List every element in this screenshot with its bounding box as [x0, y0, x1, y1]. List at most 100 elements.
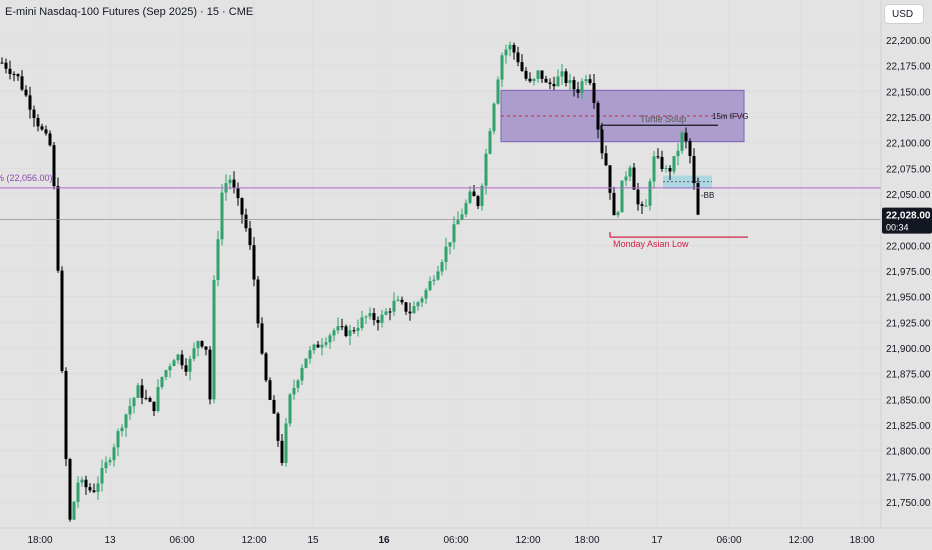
- candle-up: [432, 279, 436, 282]
- candle-down: [40, 126, 44, 130]
- y-tick-label: 21,975.00: [886, 267, 931, 278]
- candle-up: [448, 242, 452, 247]
- candle-down: [376, 320, 380, 323]
- candle-up: [368, 313, 372, 317]
- candle-down: [548, 82, 552, 84]
- candle-up: [332, 330, 336, 336]
- candle-up: [424, 290, 428, 299]
- y-tick-label: 21,775.00: [886, 472, 931, 483]
- candle-up: [452, 224, 456, 243]
- x-tick-label: 18:00: [849, 535, 874, 546]
- candle-up: [292, 387, 296, 395]
- y-tick-label: 22,175.00: [886, 62, 931, 73]
- candle-up: [624, 176, 628, 181]
- candle-down: [564, 71, 568, 83]
- candle-up: [416, 302, 420, 307]
- candle-down: [180, 354, 184, 366]
- x-tick-label: 12:00: [515, 535, 540, 546]
- candles: [0, 41, 700, 522]
- candle-up: [492, 103, 496, 132]
- candle-down: [20, 76, 24, 90]
- candle-down: [668, 168, 672, 172]
- candle-up: [536, 70, 540, 79]
- y-tick-label: 22,125.00: [886, 113, 931, 124]
- candle-up: [556, 76, 560, 87]
- y-tick-label: 22,150.00: [886, 87, 931, 98]
- candle-down: [400, 299, 404, 303]
- candle-up: [664, 168, 668, 170]
- candle-up: [364, 316, 368, 318]
- y-tick-label: 22,100.00: [886, 139, 931, 150]
- candle-up: [396, 299, 400, 301]
- candle-up: [508, 44, 512, 50]
- candle-up: [428, 281, 432, 291]
- candle-up: [228, 179, 232, 184]
- asian-low-label: Monday Asian Low: [613, 239, 689, 249]
- candle-down: [696, 183, 700, 215]
- candle-up: [324, 342, 328, 345]
- candle-down: [656, 156, 660, 158]
- price-axis[interactable]: 22,200.00 22,175.00 22,150.00 22,125.00 22,1…: [886, 36, 931, 509]
- price-tag-box: [882, 207, 932, 234]
- candle-up: [96, 483, 100, 492]
- candle-down: [540, 70, 544, 79]
- candle-down: [12, 73, 16, 75]
- candle-down: [600, 129, 604, 154]
- candle-up: [112, 447, 116, 461]
- candle-up: [676, 150, 680, 157]
- candle-up: [420, 298, 424, 303]
- fvg-label: 15m IFVG: [712, 112, 748, 121]
- x-tick-label: 06:00: [443, 535, 468, 546]
- candle-down: [608, 165, 612, 193]
- candle-down: [16, 74, 20, 77]
- candle-down: [684, 132, 688, 141]
- x-tick-label: 15: [307, 535, 319, 546]
- candle-up: [72, 501, 76, 520]
- time-axis-background[interactable]: [0, 528, 932, 550]
- candle-down: [244, 214, 248, 229]
- price-tag-value: 22,028.00: [886, 211, 931, 222]
- candle-up: [308, 350, 312, 359]
- time-axis[interactable]: 18:00 13 06:00 12:00 15 16 06:00 12:00 18:00 17 06…: [27, 535, 874, 546]
- candle-up: [172, 360, 176, 367]
- candle-down: [48, 133, 52, 146]
- candle-up: [672, 156, 676, 172]
- candle-down: [200, 341, 204, 347]
- candle-down: [544, 78, 548, 83]
- price-tag-countdown: 00:34: [886, 223, 909, 233]
- candle-down: [516, 52, 520, 63]
- candle-up: [440, 262, 444, 272]
- candle-down: [52, 145, 56, 187]
- grid: [0, 0, 881, 528]
- currency-button[interactable]: USD: [884, 4, 924, 24]
- candle-down: [56, 186, 60, 271]
- candle-up: [504, 49, 508, 56]
- candle-down: [592, 83, 596, 103]
- x-tick-label: 06:00: [716, 535, 741, 546]
- candle-down: [528, 78, 532, 82]
- candle-down: [264, 353, 268, 381]
- candle-down: [352, 330, 356, 332]
- candle-down: [144, 397, 148, 399]
- y-tick-label: 21,800.00: [886, 447, 931, 458]
- candle-up: [312, 344, 316, 351]
- x-tick-label: 17: [651, 535, 663, 546]
- candle-up: [104, 462, 108, 469]
- annotations: % (22,056.00) 15m IFVG Turtle Soup -BB Monda…: [0, 112, 881, 249]
- turtle-soup-label: Turtle Soup: [640, 114, 686, 124]
- candle-up: [160, 376, 164, 388]
- candle-up: [284, 423, 288, 463]
- x-tick-label: 18:00: [574, 535, 599, 546]
- candle-down: [36, 117, 40, 127]
- candle-up: [628, 167, 632, 177]
- candle-up: [460, 214, 464, 220]
- price-axis-background[interactable]: [881, 0, 932, 528]
- y-tick-label: 21,850.00: [886, 395, 931, 406]
- candle-down: [372, 313, 376, 321]
- candle-up: [304, 358, 308, 368]
- candle-down: [28, 95, 32, 110]
- y-tick-label: 22,200.00: [886, 36, 931, 47]
- x-tick-label: 06:00: [169, 535, 194, 546]
